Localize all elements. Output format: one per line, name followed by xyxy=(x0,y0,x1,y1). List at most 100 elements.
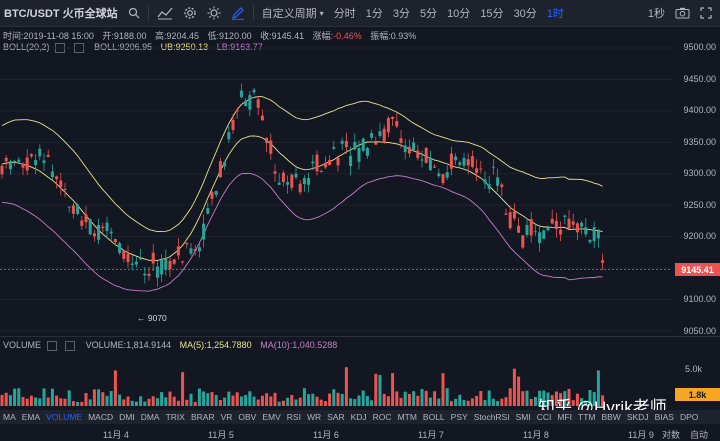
candle-body xyxy=(491,166,495,168)
interval-fenshi[interactable]: 分时 xyxy=(329,0,361,26)
volume-bar xyxy=(92,389,96,406)
refresh-interval[interactable]: 1秒 xyxy=(643,0,670,26)
eye-icon[interactable] xyxy=(46,340,57,351)
volume-bar xyxy=(563,391,567,406)
candle-body xyxy=(256,99,260,108)
volume-bar xyxy=(538,390,542,406)
candle-body xyxy=(223,162,227,167)
candle-body xyxy=(307,178,311,185)
date-label: 11月 4 xyxy=(103,430,129,440)
indicator-tab-ema[interactable]: EMA xyxy=(21,412,41,422)
symbol-selector[interactable]: BTC/USDT 火币全球站 xyxy=(0,0,123,26)
indicator-tab-obv[interactable]: OBV xyxy=(238,412,257,422)
candle-body xyxy=(139,257,143,260)
volume-badge: 1.8k xyxy=(675,388,720,401)
interval-5m[interactable]: 5分 xyxy=(415,0,442,26)
indicator-tab-psy[interactable]: PSY xyxy=(450,412,468,422)
indicator-tab-stochrsi[interactable]: StochRSI xyxy=(473,412,510,422)
auto-scale-toggle[interactable]: 自动 xyxy=(690,430,709,440)
indicator-icon[interactable] xyxy=(152,0,178,26)
volume-bar xyxy=(143,401,147,406)
indicator-tab-cci[interactable]: CCI xyxy=(536,412,552,422)
volume-bar xyxy=(101,392,105,406)
interval-30m[interactable]: 30分 xyxy=(509,0,542,26)
candle-body xyxy=(294,173,298,178)
indicator-tab-vr[interactable]: VR xyxy=(220,412,233,422)
indicator-bar: MA EMA VOLUME MACD DMI DMA TRIX BRAR VR OBV EMV RSI… xyxy=(0,410,720,424)
theme-sun-icon[interactable] xyxy=(202,0,226,26)
indicator-tab-ttm[interactable]: TTM xyxy=(578,412,596,422)
volume-badge-value: 1.8k xyxy=(688,389,707,400)
candle-body xyxy=(601,260,605,263)
candle-body xyxy=(118,243,122,253)
interval-1m[interactable]: 1分 xyxy=(361,0,388,26)
close-icon[interactable] xyxy=(65,340,76,351)
candle-body xyxy=(504,213,508,215)
candle-body xyxy=(101,226,105,229)
candle-body xyxy=(50,171,54,177)
candle-body xyxy=(437,173,441,177)
indicator-tab-brar[interactable]: BRAR xyxy=(190,412,215,422)
camera-icon[interactable] xyxy=(670,0,695,26)
indicator-tab-dma[interactable]: DMA xyxy=(140,412,160,422)
interval-label: 分时 xyxy=(333,8,356,20)
candle-body xyxy=(479,168,483,170)
indicator-tab-macd[interactable]: MACD xyxy=(88,412,114,422)
indicator-tab-smi[interactable]: SMI xyxy=(515,412,531,422)
indicator-tab-sar[interactable]: SAR xyxy=(327,412,345,422)
drawing-pen-icon[interactable] xyxy=(226,0,250,26)
indicator-tab-boll[interactable]: BOLL xyxy=(422,412,445,422)
indicator-tab-dmi[interactable]: DMI xyxy=(119,412,135,422)
ohlc-low: 低:9120.00 xyxy=(207,31,252,41)
candle-body xyxy=(370,133,374,138)
indicator-tab-mfi[interactable]: MFI xyxy=(557,412,572,422)
search-icon[interactable] xyxy=(123,0,145,26)
volume-chart[interactable] xyxy=(0,348,672,408)
volume-ma5: MA(5):1,254.7880 xyxy=(179,340,252,350)
candle-body xyxy=(483,179,487,184)
candle-body xyxy=(412,142,416,151)
volume-bar xyxy=(193,401,197,406)
price-tick-label: 9450.00 xyxy=(683,73,716,84)
indicator-tab-ma[interactable]: MA xyxy=(3,412,16,422)
interval-15m[interactable]: 15分 xyxy=(475,0,508,26)
indicator-tab-kdj[interactable]: KDJ xyxy=(350,412,367,422)
volume-bar xyxy=(256,399,260,406)
indicator-tab-roc[interactable]: ROC xyxy=(372,412,392,422)
log-scale-toggle[interactable]: 对数 xyxy=(662,430,681,440)
volume-name: VOLUME xyxy=(3,340,42,350)
price-tick-label: 9200.00 xyxy=(683,231,716,241)
indicator-tab-wr[interactable]: WR xyxy=(306,412,322,422)
candle-body xyxy=(378,131,382,136)
volume-bar xyxy=(164,397,168,406)
indicator-tab-bbw[interactable]: BBW xyxy=(601,412,621,422)
interval-3m[interactable]: 3分 xyxy=(388,0,415,26)
volume-bar xyxy=(126,396,130,406)
custom-period-dropdown[interactable]: 自定义周期 ▾ xyxy=(257,0,329,26)
candle-body xyxy=(42,160,46,164)
volume-bar xyxy=(441,373,445,406)
volume-bar xyxy=(332,389,336,406)
candlestick-chart[interactable] xyxy=(0,40,720,340)
indicator-tab-volume[interactable]: VOLUME xyxy=(46,412,83,422)
interval-1h[interactable]: 1时 xyxy=(542,0,569,26)
indicator-tab-rsi[interactable]: RSI xyxy=(286,412,301,422)
settings-gear-icon[interactable] xyxy=(178,0,202,26)
volume-bar xyxy=(155,398,159,406)
indicator-tab-skdj[interactable]: SKDJ xyxy=(626,412,649,422)
candle-body xyxy=(315,154,319,172)
candle-body xyxy=(336,157,340,166)
indicator-tab-emv[interactable]: EMV xyxy=(262,412,281,422)
interval-10m[interactable]: 10分 xyxy=(442,0,475,26)
indicator-tab-dpo[interactable]: DPO xyxy=(679,412,699,422)
fullscreen-icon[interactable] xyxy=(695,0,720,26)
candle-body xyxy=(563,215,567,217)
candle-body xyxy=(281,172,285,183)
indicator-tab-bias[interactable]: BIAS xyxy=(654,412,674,422)
interval-label: 30分 xyxy=(513,8,537,20)
indicator-tab-mtm[interactable]: MTM xyxy=(397,412,417,422)
volume-bar xyxy=(428,397,432,406)
indicator-tab-trix[interactable]: TRIX xyxy=(165,412,185,422)
candle-body xyxy=(286,182,290,185)
interval-label: 3分 xyxy=(392,8,410,20)
